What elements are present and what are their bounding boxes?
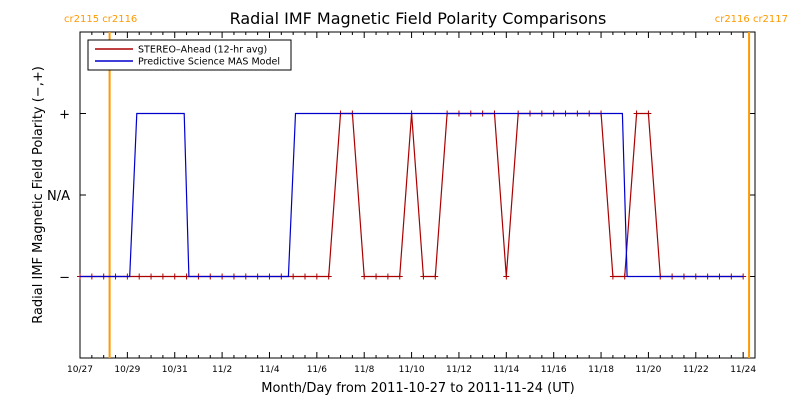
series-line-model bbox=[80, 112, 744, 278]
x-tick-label: 10/27 bbox=[67, 365, 93, 375]
series-line-stereo bbox=[80, 112, 744, 278]
legend-label: STEREO–Ahead (12-hr avg) bbox=[138, 45, 267, 56]
x-tick-label: 11/8 bbox=[354, 365, 374, 375]
x-tick-label: 11/16 bbox=[541, 365, 567, 375]
x-axis-label: Month/Day from 2011-10-27 to 2011-11-24 … bbox=[261, 381, 574, 396]
data-point bbox=[136, 273, 143, 280]
x-tick-label: 11/20 bbox=[635, 365, 661, 375]
data-point bbox=[290, 273, 297, 280]
y-axis-label: Radial IMF Magnetic Field Polarity (−,+) bbox=[31, 66, 46, 324]
x-tick-label: 10/31 bbox=[162, 365, 188, 375]
y-tick-label: + bbox=[59, 108, 70, 123]
x-tick-label: 11/18 bbox=[588, 365, 614, 375]
data-point bbox=[432, 273, 439, 280]
x-tick-label: 10/29 bbox=[114, 365, 140, 375]
x-tick-label: 11/2 bbox=[212, 365, 232, 375]
data-point bbox=[313, 273, 320, 280]
y-tick-label: N/A bbox=[47, 189, 70, 204]
data-point bbox=[325, 273, 332, 280]
data-point bbox=[609, 273, 616, 280]
data-point bbox=[384, 273, 391, 280]
data-point bbox=[420, 273, 427, 280]
data-point bbox=[171, 273, 178, 280]
x-tick-label: 11/14 bbox=[493, 365, 519, 375]
y-tick-label: − bbox=[59, 271, 70, 286]
legend-box bbox=[87, 39, 292, 71]
chart-title: Radial IMF Magnetic Field Polarity Compa… bbox=[230, 9, 607, 28]
data-point bbox=[396, 273, 403, 280]
legend-label: Predictive Science MAS Model bbox=[138, 57, 280, 68]
legend: STEREO–Ahead (12-hr avg)Predictive Scien… bbox=[87, 39, 292, 71]
data-point bbox=[159, 273, 166, 280]
rotation-marker-label: cr2116 cr2117 bbox=[715, 14, 788, 25]
x-tick-label: 11/22 bbox=[683, 365, 709, 375]
x-tick-label: 11/24 bbox=[730, 365, 756, 375]
x-tick-label: 11/10 bbox=[399, 365, 425, 375]
data-point bbox=[645, 110, 652, 117]
data-point bbox=[361, 273, 368, 280]
data-point bbox=[503, 273, 510, 280]
data-point bbox=[633, 110, 640, 117]
plot-area: 10/27 10/29 10/31 11/2 11/4 11/6 11/8 11/10 11/1… bbox=[47, 14, 788, 375]
data-point bbox=[148, 273, 155, 280]
x-tick-label: 11/12 bbox=[446, 365, 472, 375]
x-tick-label: 11/6 bbox=[307, 365, 327, 375]
data-point bbox=[302, 273, 308, 280]
x-tick-label: 11/4 bbox=[259, 365, 279, 375]
data-point bbox=[373, 273, 380, 280]
rotation-marker-label: cr2115 cr2116 bbox=[64, 14, 137, 25]
